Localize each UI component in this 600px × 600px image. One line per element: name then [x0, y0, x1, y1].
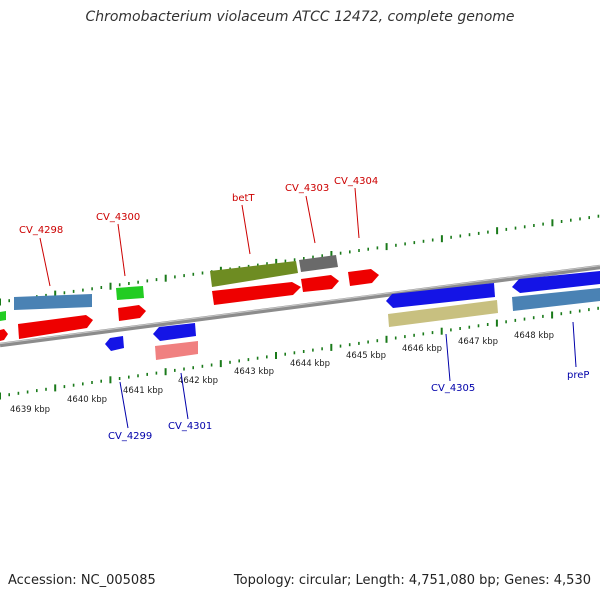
gene-bar-green-left — [0, 311, 6, 321]
leader-line — [241, 204, 251, 255]
leader-line — [305, 195, 316, 244]
gene-label-cv4298: CV_4298 — [19, 225, 63, 236]
genome-backbone — [0, 264, 600, 348]
gene-label-prep: preP — [567, 370, 589, 381]
leader-line — [572, 321, 577, 368]
gene-bar-blue — [14, 294, 92, 310]
scale-label: 4639 kbp — [10, 405, 50, 415]
leader-line — [117, 223, 126, 277]
forward-gene-labels: CV_4298 CV_4300 betT CV_4303 CV_4304 — [19, 176, 378, 236]
rev-arrow-cv4305 — [386, 283, 495, 308]
leader-line — [180, 372, 189, 420]
gene-label-cv4299: CV_4299 — [108, 431, 152, 442]
reverse-label-leaders — [119, 321, 577, 429]
map-title: Chromobacterium violaceum ATCC 12472, co… — [85, 9, 515, 25]
gene-label-cv4304: CV_4304 — [334, 176, 378, 187]
gene-bar-green — [116, 286, 144, 300]
gene-label-bett: betT — [232, 193, 255, 204]
genome-backbone-highlight — [0, 265, 600, 345]
scale-label: 4648 kbp — [514, 331, 554, 341]
gene-bar-blue-right — [512, 288, 600, 311]
gene-label-cv4303: CV_4303 — [285, 183, 329, 194]
forward-label-leaders — [39, 187, 360, 287]
gene-label-cv4300: CV_4300 — [96, 212, 140, 223]
scale-label: 4646 kbp — [402, 344, 442, 354]
scale-label: 4645 kbp — [346, 351, 386, 361]
lower-tick-track — [0, 306, 599, 400]
gene-bar-gray — [299, 255, 338, 272]
reverse-gene-labels: CV_4299 CV_4301 CV_4305 preP — [108, 370, 589, 442]
leader-line — [119, 381, 129, 429]
leader-line — [39, 237, 51, 287]
cds-arrow-bett — [212, 282, 301, 305]
gene-bar-khaki — [388, 300, 498, 327]
cds-arrow-cv4298 — [18, 315, 93, 339]
leader-line — [445, 333, 451, 382]
scale-label: 4644 kbp — [290, 359, 330, 369]
rev-arrow-cv4301 — [153, 323, 196, 341]
gene-label-cv4301: CV_4301 — [168, 421, 212, 432]
gene-bar-pink — [155, 341, 198, 360]
accession-text: Accession: NC_005085 — [8, 573, 156, 588]
cds-arrow-cv4300 — [118, 305, 146, 321]
cds-arrow-cv4303 — [301, 275, 339, 292]
cds-arrow-cv4304 — [348, 269, 379, 286]
leader-line — [354, 187, 360, 239]
scale-label: 4640 kbp — [67, 395, 107, 405]
scale-label: 4641 kbp — [123, 386, 163, 396]
rev-arrow-cv4299 — [105, 336, 124, 351]
rev-arrow-prep — [512, 271, 600, 293]
gene-label-cv4305: CV_4305 — [431, 383, 475, 394]
scale-label: 4642 kbp — [178, 376, 218, 386]
cds-arrow-left-edge — [0, 329, 8, 341]
gene-bar-olive — [210, 261, 298, 287]
genome-stats-text: Topology: circular; Length: 4,751,080 bp… — [233, 573, 591, 588]
scale-label: 4643 kbp — [234, 367, 274, 377]
scale-labels: 4639 kbp 4640 kbp 4641 kbp 4642 kbp 4643… — [10, 331, 554, 415]
scale-label: 4647 kbp — [458, 337, 498, 347]
